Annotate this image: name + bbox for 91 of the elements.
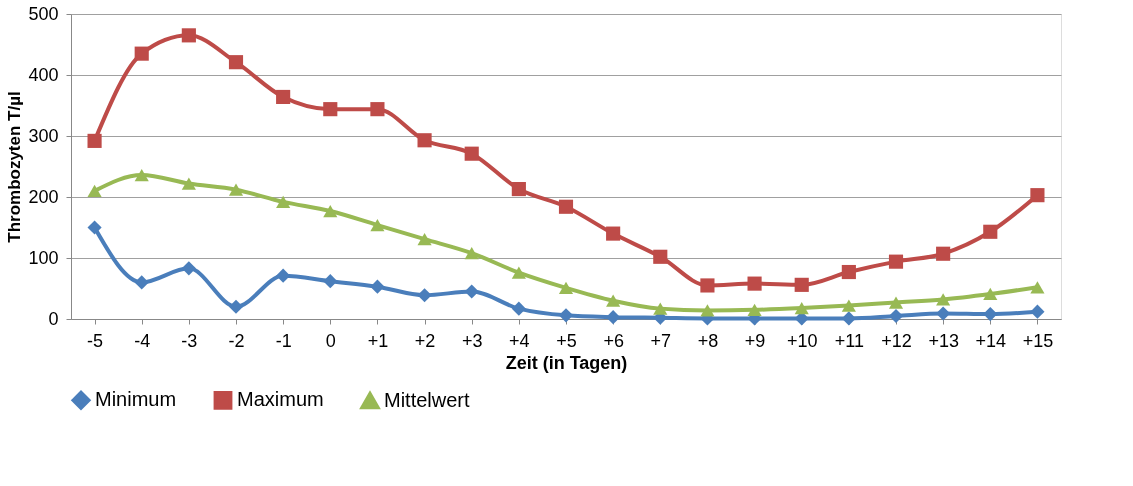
x-tick-label: +13 xyxy=(928,330,959,351)
legend-label: Mittelwert xyxy=(384,388,471,411)
point xyxy=(464,146,479,161)
x-tick-label: 0 xyxy=(325,330,336,351)
point xyxy=(276,195,291,208)
point xyxy=(228,183,244,196)
point xyxy=(653,302,668,315)
point xyxy=(228,299,244,314)
x-tick-label: +7 xyxy=(650,330,672,351)
point xyxy=(794,277,809,292)
legend-label: Minimum xyxy=(95,388,177,411)
x-tick-label: +2 xyxy=(414,330,436,351)
x-tick-label: +5 xyxy=(556,330,577,351)
point xyxy=(511,266,526,279)
point xyxy=(1030,304,1045,319)
y-tick-label: 0 xyxy=(48,308,59,329)
point xyxy=(464,247,479,260)
point xyxy=(323,102,338,117)
x-tick-label: +1 xyxy=(367,330,389,351)
point xyxy=(370,218,385,232)
point xyxy=(606,226,621,241)
point xyxy=(606,294,621,307)
point xyxy=(1030,281,1045,294)
x-axis-title: Zeit (in Tagen) xyxy=(505,352,628,373)
y-tick-label: 500 xyxy=(28,3,59,24)
point xyxy=(417,133,432,148)
point xyxy=(134,46,149,61)
x-tick-label: +11 xyxy=(834,330,864,351)
point xyxy=(323,204,338,218)
point xyxy=(888,254,904,269)
point xyxy=(464,284,479,299)
point xyxy=(87,133,102,148)
point xyxy=(888,308,904,324)
x-tick-label: +4 xyxy=(509,330,530,351)
point xyxy=(700,278,715,293)
point xyxy=(134,168,149,182)
point xyxy=(841,311,856,326)
point xyxy=(983,224,998,239)
point xyxy=(936,306,951,321)
point xyxy=(983,287,998,301)
x-tick-label: -3 xyxy=(181,330,198,351)
point xyxy=(181,177,196,190)
point xyxy=(134,275,149,290)
x-tick-label: -4 xyxy=(134,330,151,351)
x-tick-label: +14 xyxy=(975,330,1007,351)
point xyxy=(87,220,102,235)
point xyxy=(417,232,432,246)
point xyxy=(87,184,102,198)
point xyxy=(841,299,856,312)
point xyxy=(1030,188,1045,203)
y-axis-title: Thrombozyten T/µl xyxy=(5,91,25,243)
x-tick-label: +15 xyxy=(1022,330,1054,351)
legend-label: Maximum xyxy=(237,388,324,411)
x-tick-label: +9 xyxy=(744,330,766,351)
point xyxy=(888,296,904,309)
x-tick-label: +6 xyxy=(603,330,624,351)
point xyxy=(276,268,291,283)
point xyxy=(417,288,432,303)
point xyxy=(276,89,291,105)
point xyxy=(181,261,196,276)
point xyxy=(370,279,385,294)
x-tick-label: +3 xyxy=(461,330,483,351)
point xyxy=(747,276,762,291)
point xyxy=(747,303,762,316)
y-tick-label: 200 xyxy=(28,186,59,207)
x-tick-label: +8 xyxy=(697,330,719,351)
point xyxy=(936,293,951,306)
point xyxy=(794,301,809,315)
point xyxy=(511,301,526,316)
point xyxy=(983,307,998,322)
point xyxy=(323,274,338,289)
x-tick-label: -2 xyxy=(228,330,245,351)
point xyxy=(181,28,196,43)
point xyxy=(558,199,574,214)
point xyxy=(653,249,668,264)
point xyxy=(936,246,951,261)
y-tick-label: 400 xyxy=(28,64,59,85)
x-tick-label: -5 xyxy=(87,330,104,351)
point xyxy=(511,182,526,197)
x-tick-label: +10 xyxy=(786,330,818,351)
point xyxy=(558,281,574,295)
point xyxy=(228,55,244,70)
point xyxy=(370,102,385,117)
point xyxy=(558,308,574,323)
y-tick-label: 100 xyxy=(28,247,59,268)
y-tick-label: 300 xyxy=(28,125,59,146)
point xyxy=(841,264,856,280)
point xyxy=(606,310,621,325)
point xyxy=(700,304,715,317)
x-tick-label: -1 xyxy=(275,330,292,351)
x-tick-label: +12 xyxy=(881,330,912,351)
